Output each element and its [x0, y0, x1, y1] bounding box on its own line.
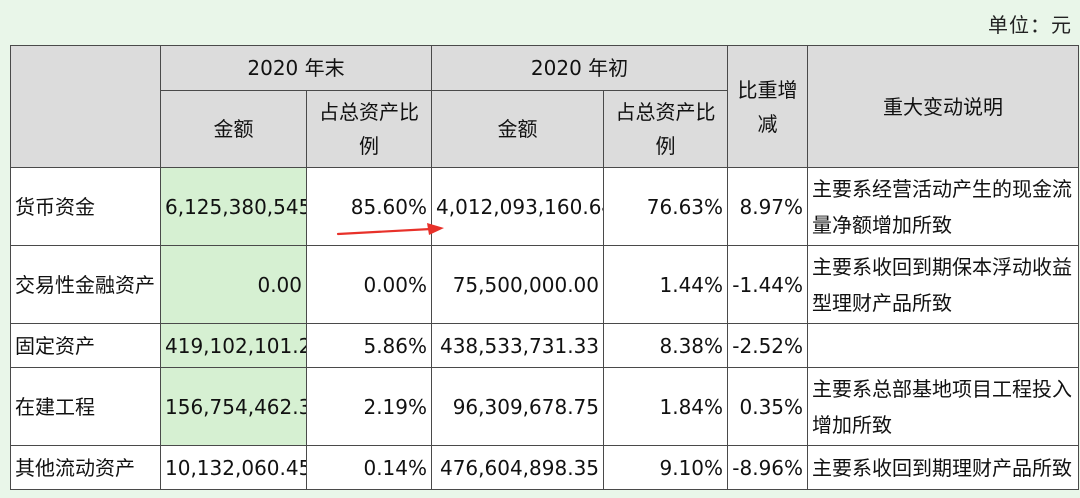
begin-amount-cell: 75,500,000.00: [431, 245, 605, 324]
table-row: 其他流动资产 10,132,060.45 0.14% 476,604,898.3…: [10, 445, 1080, 490]
begin-amount-cell: 438,533,731.33: [431, 323, 605, 368]
end-amount-cell: 10,132,060.45: [160, 445, 307, 490]
end-ratio-cell: 2.19%: [305, 367, 433, 446]
begin-ratio-cell: 9.10%: [603, 445, 729, 490]
end-ratio-cell: 0.14%: [305, 445, 433, 490]
begin-amount-cell: 4,012,093,160.64: [431, 167, 605, 246]
change-cell: -1.44%: [727, 245, 809, 324]
table-row: 交易性金融资产 0.00 0.00% 75,500,000.00 1.44% -…: [10, 245, 1080, 324]
note-cell: 主要系经营活动产生的现金流量净额增加所致: [807, 167, 1080, 246]
header-end-2020: 2020 年末: [159, 45, 433, 91]
table-row: 固定资产 419,102,101.29 5.86% 438,533,731.33…: [10, 323, 1080, 368]
row-item-name: 交易性金融资产: [10, 245, 161, 324]
end-ratio-cell: 0.00%: [305, 245, 433, 324]
header-change: 比重增减: [727, 45, 809, 168]
begin-ratio-cell: 1.84%: [603, 367, 729, 446]
header-begin-ratio: 占总资产比例: [603, 90, 729, 168]
header-end-amount: 金额: [160, 90, 307, 168]
note-cell: 主要系总部基地项目工程投入增加所致: [807, 367, 1080, 446]
table-row: 在建工程 156,754,462.32 2.19% 96,309,678.75 …: [10, 367, 1080, 446]
balance-sheet-table: 2020 年末 2020 年初 比重增减 重大变动说明 金额 占总资产比例 金额…: [10, 45, 1080, 490]
end-amount-cell: 6,125,380,545.74: [160, 167, 307, 246]
change-cell: -2.52%: [727, 323, 809, 368]
change-cell: 8.97%: [727, 167, 809, 246]
note-cell: [807, 323, 1080, 368]
begin-amount-cell: 476,604,898.35: [431, 445, 605, 490]
begin-amount-cell: 96,309,678.75: [431, 367, 605, 446]
header-corner-cell: [10, 45, 161, 168]
end-ratio-cell: 5.86%: [305, 323, 433, 368]
unit-label: 单位：元: [988, 13, 1072, 37]
begin-ratio-cell: 8.38%: [603, 323, 729, 368]
header-explanation: 重大变动说明: [807, 45, 1080, 168]
red-arrow-icon: [336, 223, 444, 236]
change-cell: -8.96%: [727, 445, 809, 490]
end-amount-cell: 419,102,101.29: [160, 323, 307, 368]
end-amount-cell: 156,754,462.32: [160, 367, 307, 446]
end-amount-cell: 0.00: [160, 245, 307, 324]
table-row: 货币资金 6,125,380,545.74 85.60% 4,012,093,1…: [10, 167, 1080, 246]
header-row-1: 2020 年末 2020 年初 比重增减 重大变动说明: [10, 45, 1080, 168]
note-cell: 主要系收回到期保本浮动收益型理财产品所致: [807, 245, 1080, 324]
begin-ratio-cell: 1.44%: [603, 245, 729, 324]
header-row-2: 金额 占总资产比例 金额 占总资产比例: [11, 90, 1079, 168]
header-begin-amount: 金额: [431, 90, 605, 168]
header-begin-2020: 2020 年初: [431, 45, 729, 91]
change-cell: 0.35%: [727, 367, 809, 446]
row-item-name: 货币资金: [10, 167, 161, 246]
note-cell: 主要系收回到期理财产品所致: [807, 445, 1080, 490]
row-item-name: 固定资产: [10, 323, 161, 368]
begin-ratio-cell: 76.63%: [603, 167, 729, 246]
row-item-name: 在建工程: [10, 367, 161, 446]
row-item-name: 其他流动资产: [10, 445, 161, 490]
header-end-ratio: 占总资产比例: [305, 90, 433, 168]
